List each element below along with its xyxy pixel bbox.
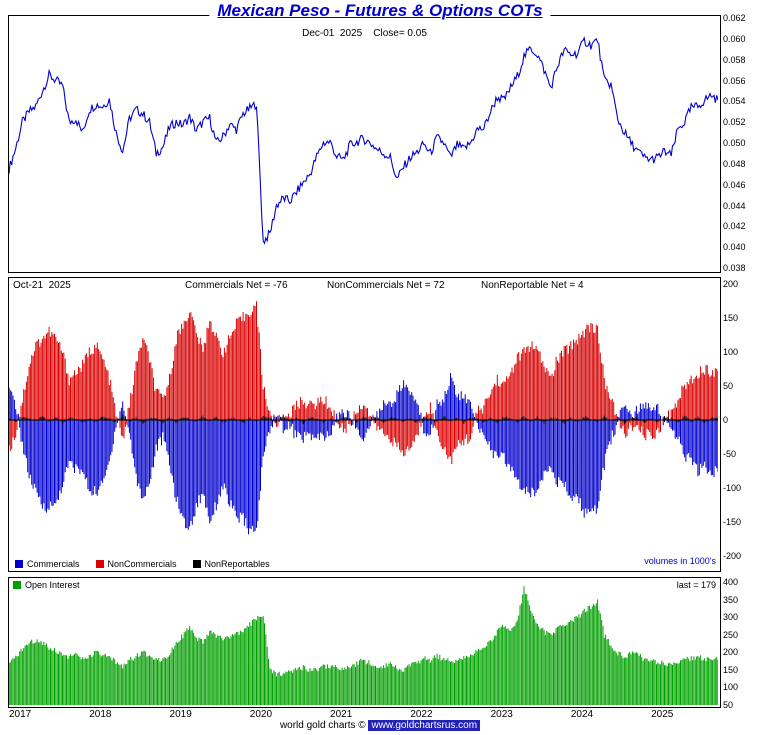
y-tick-label: 50 — [723, 700, 734, 710]
y-tick-label: 0.038 — [723, 263, 746, 273]
y-tick-label: 200 — [723, 647, 739, 658]
legend-label: Commercials — [27, 559, 80, 569]
open-interest-legend: Open Interest — [13, 580, 80, 590]
open-interest-last-label: last = 179 — [676, 580, 716, 590]
x-year-label: 2025 — [651, 709, 674, 720]
price-y-axis: 0.062 0.060 0.058 0.056 0.054 0.052 0.050 0.048… — [723, 0, 760, 735]
footer-text: world gold charts © — [279, 720, 369, 731]
y-tick-label: 0.048 — [723, 158, 746, 169]
y-tick-label: 0 — [723, 415, 729, 425]
cot-panel: Oct-21 2025 Commercials Net = -76 NonCom… — [8, 277, 721, 572]
y-tick-label: 0.050 — [723, 138, 746, 148]
open-interest-swatch-icon — [13, 581, 21, 589]
y-tick-label: 0.060 — [723, 33, 746, 44]
open-interest-bar-chart — [9, 586, 718, 705]
open-interest-legend-label: Open Interest — [25, 580, 80, 590]
price-panel: Dec-01 2025 Close= 0.05 — [8, 15, 721, 273]
y-tick-label: 0.062 — [723, 13, 746, 23]
footer: world gold charts © www.goldchartsrus.co… — [0, 720, 760, 731]
y-tick-label: -200 — [723, 551, 742, 561]
y-tick-label: -50 — [723, 449, 737, 459]
volumes-note: volumes in 1000's — [644, 556, 716, 566]
open-interest-panel: Open Interest last = 179 — [8, 577, 721, 708]
y-tick-label: 400 — [723, 577, 739, 587]
y-tick-label: 150 — [723, 313, 739, 323]
legend-label: NonReportables — [204, 559, 270, 569]
y-tick-label: 0.056 — [723, 75, 746, 86]
y-tick-label: 0.058 — [723, 54, 746, 65]
footer-site-link[interactable]: www.goldchartsrus.com — [368, 720, 481, 731]
open-interest-y-axis: 400 350 300 250 200 150 100 50 — [723, 0, 760, 735]
y-tick-label: 100 — [723, 347, 739, 357]
y-tick-label: -100 — [723, 483, 742, 493]
cot-y-axis: 200 150 100 50 0 -50 -100 -150 -200 — [723, 0, 760, 735]
y-tick-label: 100 — [723, 682, 739, 693]
y-tick-label: 0.046 — [723, 179, 746, 190]
y-tick-label: 300 — [723, 612, 739, 623]
x-year-label: 2024 — [570, 709, 594, 720]
legend-label: NonCommercials — [107, 559, 177, 569]
y-tick-label: 0.054 — [723, 96, 746, 107]
commercials-net-label: Commercials Net = -76 — [185, 280, 288, 291]
y-tick-label: 50 — [723, 381, 734, 391]
y-tick-label: -150 — [723, 517, 742, 527]
x-year-label: 2017 — [9, 709, 32, 720]
price-line-chart — [9, 36, 718, 245]
y-tick-label: 250 — [723, 629, 739, 640]
x-year-label: 2020 — [249, 709, 273, 720]
x-year-label: 2018 — [89, 709, 112, 720]
y-tick-label: 200 — [723, 279, 739, 289]
x-axis-years: 2017 2018 2019 2020 2021 2022 2023 2024 2025 — [0, 709, 760, 722]
y-tick-label: 0.040 — [723, 242, 746, 253]
legend-swatch-icon — [95, 560, 104, 568]
y-tick-label: 0.052 — [723, 117, 746, 128]
cot-date-label: Oct-21 2025 — [13, 280, 71, 291]
x-year-label: 2021 — [330, 709, 353, 720]
legend-swatch-icon — [192, 560, 201, 568]
x-year-label: 2019 — [169, 709, 192, 720]
y-tick-label: 0.044 — [723, 200, 746, 211]
legend-swatch-icon — [15, 560, 23, 568]
y-tick-label: 0.042 — [723, 221, 746, 232]
legend-item-nonreportables: NonReportables — [192, 559, 270, 569]
legend-item-commercials: Commercials — [15, 559, 80, 569]
legend-item-noncommercials: NonCommercials — [95, 559, 177, 569]
price-close-label: Dec-01 2025 Close= 0.05 — [302, 28, 427, 39]
chart-title: Mexican Peso - Futures & Options COTs — [209, 1, 551, 21]
x-year-label: 2022 — [410, 709, 433, 720]
cot-bar-chart — [9, 301, 718, 535]
y-tick-label: 350 — [723, 594, 739, 605]
cot-legend: Commercials NonCommercials NonReportables — [13, 558, 272, 570]
y-tick-label: 150 — [723, 664, 739, 675]
x-year-label: 2023 — [490, 709, 513, 720]
nonreportable-net-label: NonReportable Net = 4 — [481, 280, 584, 291]
noncommercials-net-label: NonCommercials Net = 72 — [327, 280, 445, 291]
